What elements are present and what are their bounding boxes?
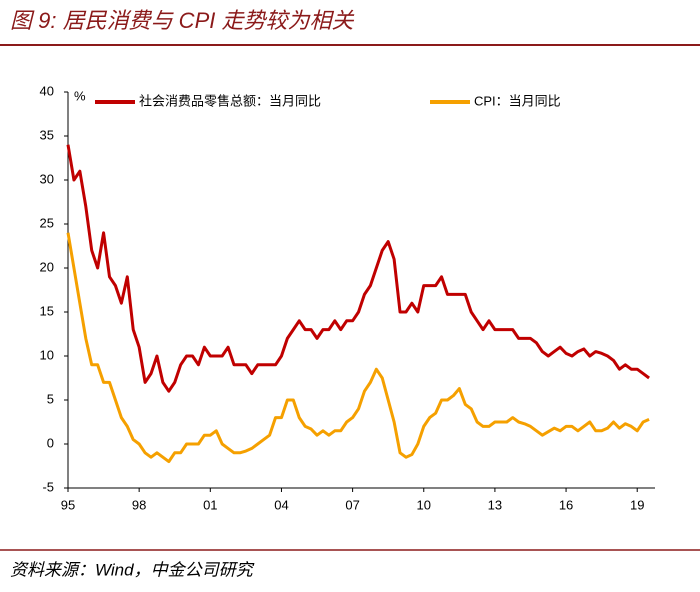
x-tick-label: 04: [274, 497, 288, 512]
y-tick-label: 25: [40, 215, 54, 230]
y-tick-label: 15: [40, 303, 54, 318]
y-tick-label: 0: [47, 435, 54, 450]
x-tick-label: 01: [203, 497, 217, 512]
series-line: [66, 232, 650, 464]
x-tick-label: 16: [559, 497, 573, 512]
x-tick-label: 07: [345, 497, 359, 512]
x-tick-label: 13: [488, 497, 502, 512]
y-tick-label: 20: [40, 259, 54, 274]
x-tick-label: 95: [61, 497, 75, 512]
y-tick-label: 30: [40, 171, 54, 186]
y-tick-label: 35: [40, 127, 54, 142]
y-unit: %: [74, 88, 86, 103]
x-tick-label: 10: [417, 497, 431, 512]
y-tick-label: 10: [40, 347, 54, 362]
y-tick-label: -5: [42, 479, 54, 494]
chart-title: 图 9: 居民消费与 CPI 走势较为相关: [10, 8, 354, 33]
y-tick-label: 40: [40, 83, 54, 98]
series-line: [66, 144, 650, 393]
x-tick-label: 98: [132, 497, 146, 512]
legend-label: 社会消费品零售总额：当月同比: [139, 93, 321, 108]
x-tick-label: 19: [630, 497, 644, 512]
y-tick-label: 5: [47, 391, 54, 406]
source: 资料来源：Wind，中金公司研究: [10, 560, 255, 579]
legend-label: CPI：当月同比: [474, 93, 561, 108]
